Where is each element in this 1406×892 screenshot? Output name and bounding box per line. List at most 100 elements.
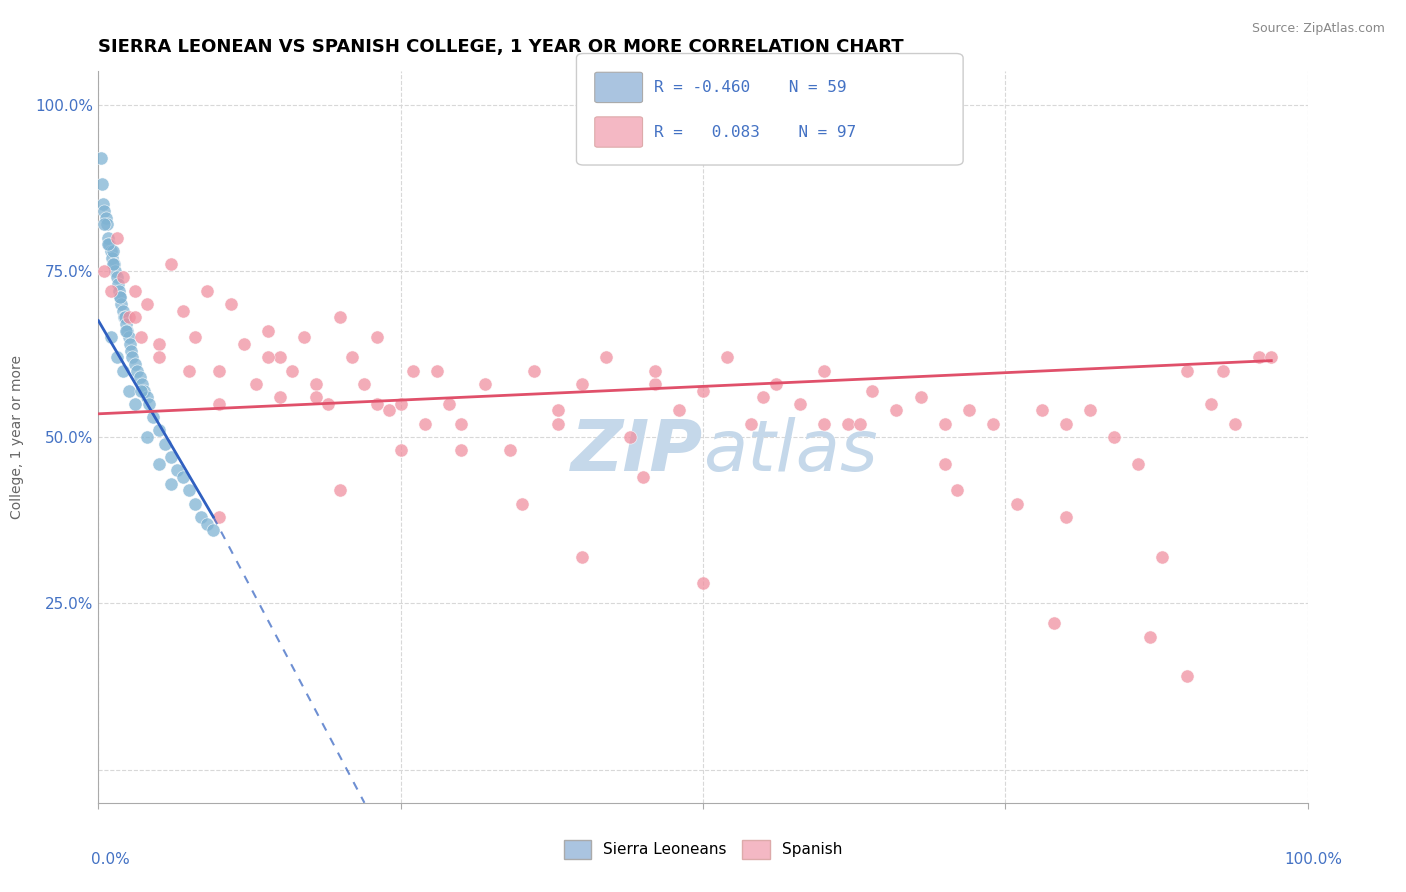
Point (101, 257, 124, 271)
Point (124, 284, 146, 298)
Point (111, 363, 134, 377)
Point (1152, 549, 1174, 564)
Point (450, 417, 472, 431)
Point (353, 376, 375, 391)
Point (1175, 669, 1198, 683)
Point (523, 363, 546, 377)
Point (107, 277, 129, 292)
Point (631, 470, 654, 484)
Point (208, 509, 231, 524)
Point (166, 463, 188, 477)
Point (148, 457, 170, 471)
Point (402, 363, 425, 377)
Text: SIERRA LEONEAN VS SPANISH COLLEGE, 1 YEAR OR MORE CORRELATION CHART: SIERRA LEONEAN VS SPANISH COLLEGE, 1 YEA… (98, 38, 904, 56)
Point (153, 436, 176, 450)
Point (316, 397, 339, 411)
Point (105, 351, 128, 365)
Point (129, 384, 152, 398)
Point (135, 297, 157, 311)
Point (190, 509, 212, 524)
Point (644, 376, 666, 391)
Point (111, 270, 134, 285)
Point (305, 376, 328, 391)
Point (957, 403, 980, 417)
Point (120, 343, 142, 358)
Point (389, 397, 412, 411)
Point (94, 211, 117, 225)
Point (100, 330, 122, 344)
Point (1139, 630, 1161, 644)
Text: Source: ZipAtlas.com: Source: ZipAtlas.com (1251, 22, 1385, 36)
Point (474, 376, 496, 391)
Text: 0.0%: 0.0% (91, 852, 131, 867)
Point (124, 357, 146, 371)
Point (118, 337, 141, 351)
Point (366, 397, 388, 411)
Point (118, 330, 141, 344)
Point (849, 417, 872, 431)
Point (1078, 403, 1101, 417)
Point (619, 430, 641, 444)
Point (1042, 616, 1064, 631)
Point (172, 470, 194, 484)
Point (91, 178, 114, 192)
Point (1260, 351, 1282, 365)
Point (886, 403, 908, 417)
Point (93, 264, 115, 278)
Legend: Sierra Leoneans, Spanish: Sierra Leoneans, Spanish (558, 834, 848, 864)
Point (668, 403, 690, 417)
Point (329, 310, 352, 325)
Point (117, 324, 139, 338)
Text: R = -0.460    N = 59: R = -0.460 N = 59 (654, 80, 846, 95)
Point (547, 417, 569, 431)
Point (221, 297, 243, 311)
Point (571, 549, 593, 564)
Point (202, 523, 225, 537)
Point (129, 330, 152, 344)
Text: 100.0%: 100.0% (1285, 852, 1343, 867)
Point (115, 317, 138, 331)
Point (837, 417, 859, 431)
Point (1199, 397, 1222, 411)
Point (208, 397, 231, 411)
Point (97, 237, 120, 252)
Point (910, 390, 932, 404)
Point (269, 390, 291, 404)
Point (329, 483, 352, 498)
Point (118, 384, 141, 398)
Point (1223, 417, 1246, 431)
Point (813, 417, 835, 431)
Point (342, 351, 364, 365)
Point (105, 230, 128, 244)
Point (292, 330, 315, 344)
Point (108, 290, 131, 304)
Point (1212, 363, 1234, 377)
Point (135, 390, 157, 404)
Point (142, 410, 165, 425)
Point (115, 324, 138, 338)
Point (184, 330, 207, 344)
Point (134, 384, 156, 398)
Point (100, 244, 122, 258)
Text: atlas: atlas (703, 417, 877, 486)
Point (148, 424, 170, 438)
Point (1249, 351, 1271, 365)
Y-axis label: College, 1 year or more: College, 1 year or more (10, 355, 24, 519)
Point (765, 376, 787, 391)
Point (100, 284, 122, 298)
Point (124, 397, 146, 411)
Point (269, 351, 291, 365)
Point (413, 417, 436, 431)
Point (1054, 509, 1077, 524)
Point (103, 257, 125, 271)
Point (195, 284, 218, 298)
Point (281, 363, 304, 377)
Point (160, 450, 183, 464)
Point (96, 217, 118, 231)
Point (426, 363, 449, 377)
Point (179, 363, 201, 377)
Point (813, 363, 835, 377)
Point (981, 417, 1004, 431)
Point (104, 264, 127, 278)
Point (1007, 497, 1029, 511)
